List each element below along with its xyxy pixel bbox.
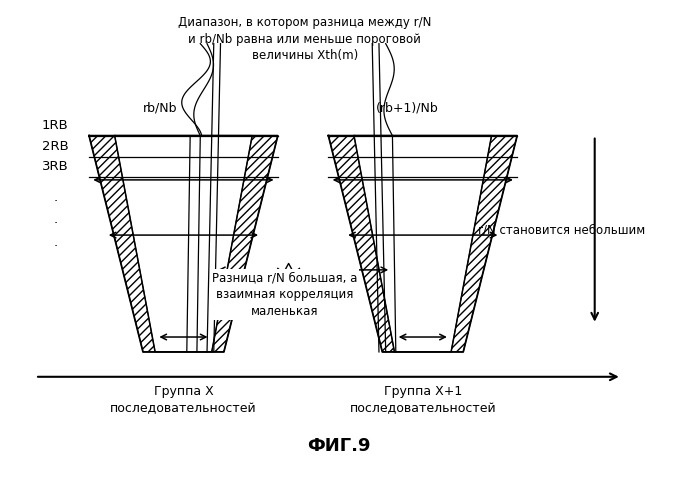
Text: rb/Nb: rb/Nb (143, 102, 177, 115)
Text: (rb+1)/Nb: (rb+1)/Nb (376, 102, 438, 115)
Polygon shape (451, 136, 517, 352)
Polygon shape (212, 136, 278, 352)
Text: Группа X+1
последовательностей: Группа X+1 последовательностей (349, 385, 496, 415)
Text: .: . (53, 213, 58, 226)
Polygon shape (89, 136, 155, 352)
Text: Разница r/N большая, а
взаимная корреляция
маленькая: Разница r/N большая, а взаимная корреляц… (212, 271, 357, 318)
Polygon shape (328, 136, 395, 352)
Text: 3RB: 3RB (42, 160, 68, 173)
Text: Диапазон, в котором разница между r/N
и rb/Nb равна или меньше пороговой
величин: Диапазон, в котором разница между r/N и … (178, 16, 431, 62)
Text: ФИГ.9: ФИГ.9 (307, 438, 370, 456)
Text: .: . (53, 191, 58, 204)
Text: .: . (53, 236, 58, 248)
Text: 1RB: 1RB (42, 118, 68, 132)
Text: 2RB: 2RB (42, 140, 68, 152)
Text: Группа X
последовательностей: Группа X последовательностей (110, 385, 257, 415)
Text: r/N становится небольшим: r/N становится небольшим (478, 224, 645, 236)
